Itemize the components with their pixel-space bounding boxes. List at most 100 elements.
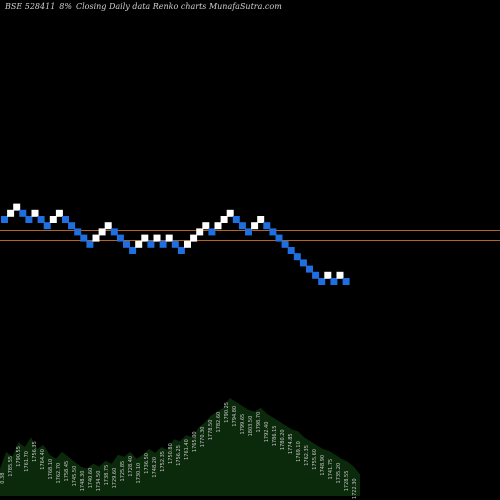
volume-label: 1762.35 — [304, 445, 310, 466]
renko-brick-up — [226, 209, 234, 217]
chart-title: Closing Daily data Renko charts MunafaSu… — [75, 2, 282, 11]
renko-brick-down — [116, 234, 124, 242]
volume-label: 1803.50 — [248, 416, 254, 437]
renko-brick-down — [299, 259, 307, 267]
renko-brick-down — [62, 216, 69, 223]
volume-label: 1756.25 — [176, 445, 182, 466]
renko-brick-down — [312, 271, 320, 279]
renko-brick-up — [141, 234, 149, 242]
renko-brick-down — [269, 228, 277, 236]
renko-brick-down — [171, 240, 179, 248]
renko-brick-down — [1, 216, 8, 223]
renko-brick-up — [257, 216, 265, 223]
symbol-label: BSE 528411 — [5, 2, 56, 11]
renko-brick-up — [165, 234, 173, 242]
renko-brick-up — [220, 216, 228, 223]
renko-brick-up — [324, 271, 332, 279]
renko-brick-up — [190, 234, 198, 242]
volume-label: 1748.20 — [152, 457, 158, 478]
renko-brick-down — [306, 265, 313, 273]
renko-brick-up — [31, 209, 39, 217]
volume-label: 1738.75 — [104, 465, 110, 486]
volume-label: 1745.50 — [72, 466, 78, 487]
volume-label: 1774.85 — [288, 433, 294, 454]
volume-label: 1734.50 — [96, 471, 102, 492]
volume-label: 1790.55 — [16, 446, 22, 467]
volume-label: 1728.55 — [344, 471, 350, 492]
volume-label: 1756.35 — [32, 441, 38, 462]
renko-brick-down — [330, 278, 338, 285]
renko-brick-up — [135, 240, 143, 248]
volume-label: 1765.00 — [192, 431, 198, 452]
renko-brick-down — [293, 253, 301, 261]
renko-brick-down — [263, 222, 271, 230]
renko-brick-up — [153, 234, 161, 242]
renko-brick-up — [98, 228, 106, 236]
volume-label: 1769.10 — [296, 441, 302, 462]
renko-brick-down — [37, 216, 45, 223]
renko-brick-up — [214, 222, 222, 230]
renko-brick-down — [80, 234, 88, 242]
renko-brick-down — [123, 240, 130, 248]
renko-brick-down — [129, 247, 137, 254]
renko-brick-down — [25, 216, 33, 223]
volume-label: 1730.10 — [136, 463, 142, 484]
volume-label: 1761.70 — [24, 451, 30, 472]
renko-brick-down — [287, 247, 295, 254]
volume-label: 1729.60 — [112, 468, 118, 489]
volume-label: 1798.70 — [256, 412, 262, 433]
volume-label: 1785.55 — [8, 456, 14, 477]
renko-brick-down — [232, 216, 240, 223]
renko-brick-down — [275, 234, 283, 242]
volume-label: 1728.40 — [128, 456, 134, 477]
volume-label: 1740.60 — [88, 468, 94, 489]
volume-label: 1762.70 — [56, 463, 62, 484]
volume-label: 1752.35 — [160, 451, 166, 472]
volume-label: 1758.45 — [64, 461, 70, 482]
volume-label: 1780.20 — [280, 429, 286, 450]
renko-brick-down — [245, 228, 252, 236]
volume-label: 1790.25 — [224, 402, 230, 423]
renko-brick-down — [342, 278, 350, 285]
volume-label: 1735.20 — [336, 463, 342, 484]
box-size-label: 8% — [59, 2, 72, 11]
renko-brick-up — [251, 222, 259, 230]
renko-brick-down — [147, 240, 155, 248]
volume-label: 1778.50 — [208, 420, 214, 441]
volume-label: 1736.50 — [144, 453, 150, 474]
renko-brick-down — [19, 209, 27, 217]
volume-label: 1725.85 — [120, 461, 126, 482]
volume-label: 1799.65 — [240, 414, 246, 435]
renko-brick-down — [208, 228, 216, 236]
renko-brick-down — [110, 228, 118, 236]
volume-label: 1768.10 — [48, 459, 54, 480]
volume-label: 1741.75 — [328, 459, 334, 480]
renko-brick-down — [238, 222, 246, 230]
renko-brick-down — [74, 228, 82, 236]
volume-label: 1722.30 — [352, 478, 358, 499]
renko-brick-up — [196, 228, 204, 236]
renko-brick-down — [68, 222, 76, 230]
renko-brick-down — [159, 240, 167, 248]
volume-area — [0, 398, 360, 496]
renko-brick-up — [202, 222, 210, 230]
renko-brick-down — [281, 240, 289, 248]
volume-label: 1755.60 — [312, 449, 318, 470]
renko-brick-down — [86, 240, 94, 248]
volume-label: 1764.40 — [40, 449, 46, 470]
renko-brick-up — [13, 203, 21, 211]
volume-label: 1782.60 — [216, 412, 222, 433]
volume-label: 1748.30 — [80, 471, 86, 492]
volume-label: 1761.40 — [184, 439, 190, 460]
volume-label: 1792.40 — [264, 422, 270, 443]
renko-brick-up — [104, 222, 112, 230]
renko-brick-down — [177, 247, 185, 254]
renko-brick-up — [7, 209, 15, 217]
volume-label: 1748.90 — [320, 455, 326, 476]
renko-brick-up — [184, 240, 191, 248]
chart-header: BSE 528411 8% Closing Daily data Renko cha… — [5, 2, 286, 11]
volume-label: 1770.30 — [200, 427, 206, 448]
renko-brick-up — [55, 209, 63, 217]
renko-brick-down — [43, 222, 51, 230]
